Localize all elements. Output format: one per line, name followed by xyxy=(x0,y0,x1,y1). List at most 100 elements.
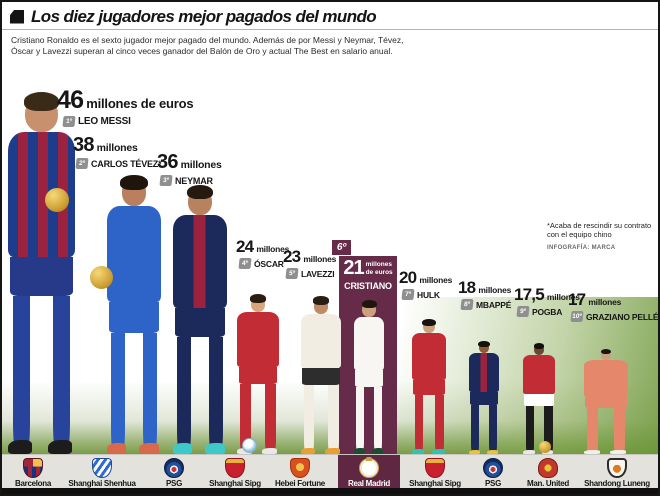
shanghai-sipg-crest-icon xyxy=(425,458,445,478)
rank-badge-cristiano: 6º xyxy=(331,239,352,256)
rank-badge: 1º xyxy=(62,116,76,127)
club-cell-real-madrid: Real Madrid xyxy=(338,455,400,492)
player-figure-neymar xyxy=(154,185,246,455)
subtitle-line-1: Cristiano Ronaldo es el sexto jugador me… xyxy=(11,35,404,45)
salary-unit: millones xyxy=(546,292,580,302)
player-legs xyxy=(468,404,498,455)
salary-label-pogba: 17,5 millones 9º POGBA xyxy=(514,285,580,317)
infographic-credit: INFOGRAFÍA: MARCA xyxy=(547,245,616,251)
club-name: PSG xyxy=(485,479,501,488)
player-figure-messi xyxy=(2,92,99,454)
subtitle: Cristiano Ronaldo es el sexto jugador me… xyxy=(11,35,403,56)
rank-badge: 3º xyxy=(159,175,173,186)
club-name: Hebei Fortune xyxy=(275,479,325,488)
salary-amount: 38 xyxy=(73,134,94,156)
header: Los diez jugadores mejor pagados del mun… xyxy=(2,2,658,30)
footnote: *Acaba de rescindir su contrato con el e… xyxy=(547,221,658,253)
player-shorts xyxy=(238,367,278,385)
club-cell-psg: PSG xyxy=(142,455,206,492)
salary-label-hulk: 20 millones 7º HULK xyxy=(399,268,452,300)
club-strip: Barcelona Shanghai Shenhua PSG Shanghai … xyxy=(2,454,658,492)
footnote-line-2: con el equipo chino xyxy=(547,230,612,239)
player-figure-pelle xyxy=(568,348,644,454)
club-cell-barcelona: Barcelona xyxy=(4,455,62,492)
salary-unit-line2: de euros xyxy=(365,268,393,276)
club-name: Real Madrid xyxy=(347,479,391,488)
rank-badge: 4º xyxy=(238,258,252,269)
player-shorts xyxy=(585,396,627,409)
salary-label-neymar: 36 millones 3º NEYMAR xyxy=(157,151,222,186)
player-legs xyxy=(173,336,225,455)
club-name: Shandong Luneng xyxy=(584,479,650,488)
player-name: LAVEZZI xyxy=(301,268,335,279)
player-torso xyxy=(107,205,161,303)
golden-ball-icon xyxy=(539,441,551,453)
player-legs xyxy=(583,408,627,454)
player-name: POGBA xyxy=(532,306,563,317)
player-name: HULK xyxy=(417,289,440,300)
club-cell-shanghai-sipg: Shanghai Sipg xyxy=(206,455,264,492)
club-cell-man-united: Man. United xyxy=(520,455,576,492)
player-name: LEO MESSI xyxy=(78,116,131,127)
salary-label-lavezzi: 23 millones 5º LAVEZZI xyxy=(283,247,336,279)
psg-crest-icon xyxy=(164,458,184,478)
player-shorts xyxy=(524,393,554,406)
rank-badge: 2º xyxy=(75,158,89,169)
club-name: Shanghai Sipg xyxy=(209,479,261,488)
player-figure-hulk xyxy=(400,318,458,454)
player-torso xyxy=(468,353,500,393)
player-shorts xyxy=(469,392,499,405)
club-name: PSG xyxy=(166,479,182,488)
player-torso xyxy=(173,214,227,308)
salary-unit: millones xyxy=(256,244,290,254)
salary-unit: millones xyxy=(478,285,512,295)
rank-badge: 5º xyxy=(285,268,299,279)
player-head xyxy=(361,300,377,318)
salary-amount: 36 xyxy=(157,151,178,173)
psg-crest-icon xyxy=(483,458,503,478)
salary-amount: 18 xyxy=(458,278,476,297)
subtitle-line-2: Óscar y Lavezzi superan al cinco veces g… xyxy=(11,45,393,56)
player-torso xyxy=(353,317,385,371)
rank-badge: 9º xyxy=(516,306,530,317)
player-figure-lavezzi xyxy=(286,296,356,454)
player-name: MBAPPÉ xyxy=(476,299,512,310)
player-figure-pogba xyxy=(512,342,566,455)
player-legs xyxy=(412,395,445,454)
player-shorts xyxy=(413,380,445,396)
player-shorts xyxy=(109,302,159,333)
golden-ball-icon xyxy=(45,188,69,212)
player-name: CRISTIANO xyxy=(344,281,392,291)
club-cell-shandong-luneng: Shandong Luneng xyxy=(576,455,658,492)
golden-ball-icon xyxy=(90,266,113,289)
bottom-border-bar xyxy=(2,488,658,494)
salary-label-pelle: 17 millones 10º GRAZIANO PELLÉ xyxy=(568,290,658,322)
player-name: GRAZIANO PELLÉ xyxy=(586,311,659,322)
player-figure-tevez xyxy=(88,175,180,455)
man-united-crest-icon xyxy=(538,458,558,478)
player-legs xyxy=(7,296,73,454)
player-torso xyxy=(583,360,629,397)
marca-bullet-icon xyxy=(10,9,24,24)
player-shorts xyxy=(175,307,225,337)
salary-amount: 46 xyxy=(57,86,84,114)
salary-amount: 21 xyxy=(343,257,364,279)
player-torso xyxy=(412,333,446,381)
player-legs xyxy=(107,332,159,455)
salary-amount: 24 xyxy=(236,237,254,256)
club-cell-shanghai-sipg-2: Shanghai Sipg xyxy=(404,455,466,492)
salary-label-oscar: 24 millones 4º ÓSCAR xyxy=(236,237,289,269)
player-head xyxy=(186,185,214,215)
salary-unit: millones xyxy=(588,297,622,307)
salary-label-cristiano: 21 millones de euros CRISTIANO xyxy=(339,257,397,291)
player-head xyxy=(313,296,329,314)
player-torso xyxy=(300,313,342,369)
page-title: Los diez jugadores mejor pagados del mun… xyxy=(31,6,377,26)
shanghai-shenhua-crest-icon xyxy=(92,458,112,478)
salary-amount: 23 xyxy=(283,247,301,266)
shandong-luneng-crest-icon xyxy=(607,458,627,478)
salary-unit: millones xyxy=(180,159,222,171)
player-torso xyxy=(523,355,555,394)
club-name: Man. United xyxy=(526,479,570,488)
